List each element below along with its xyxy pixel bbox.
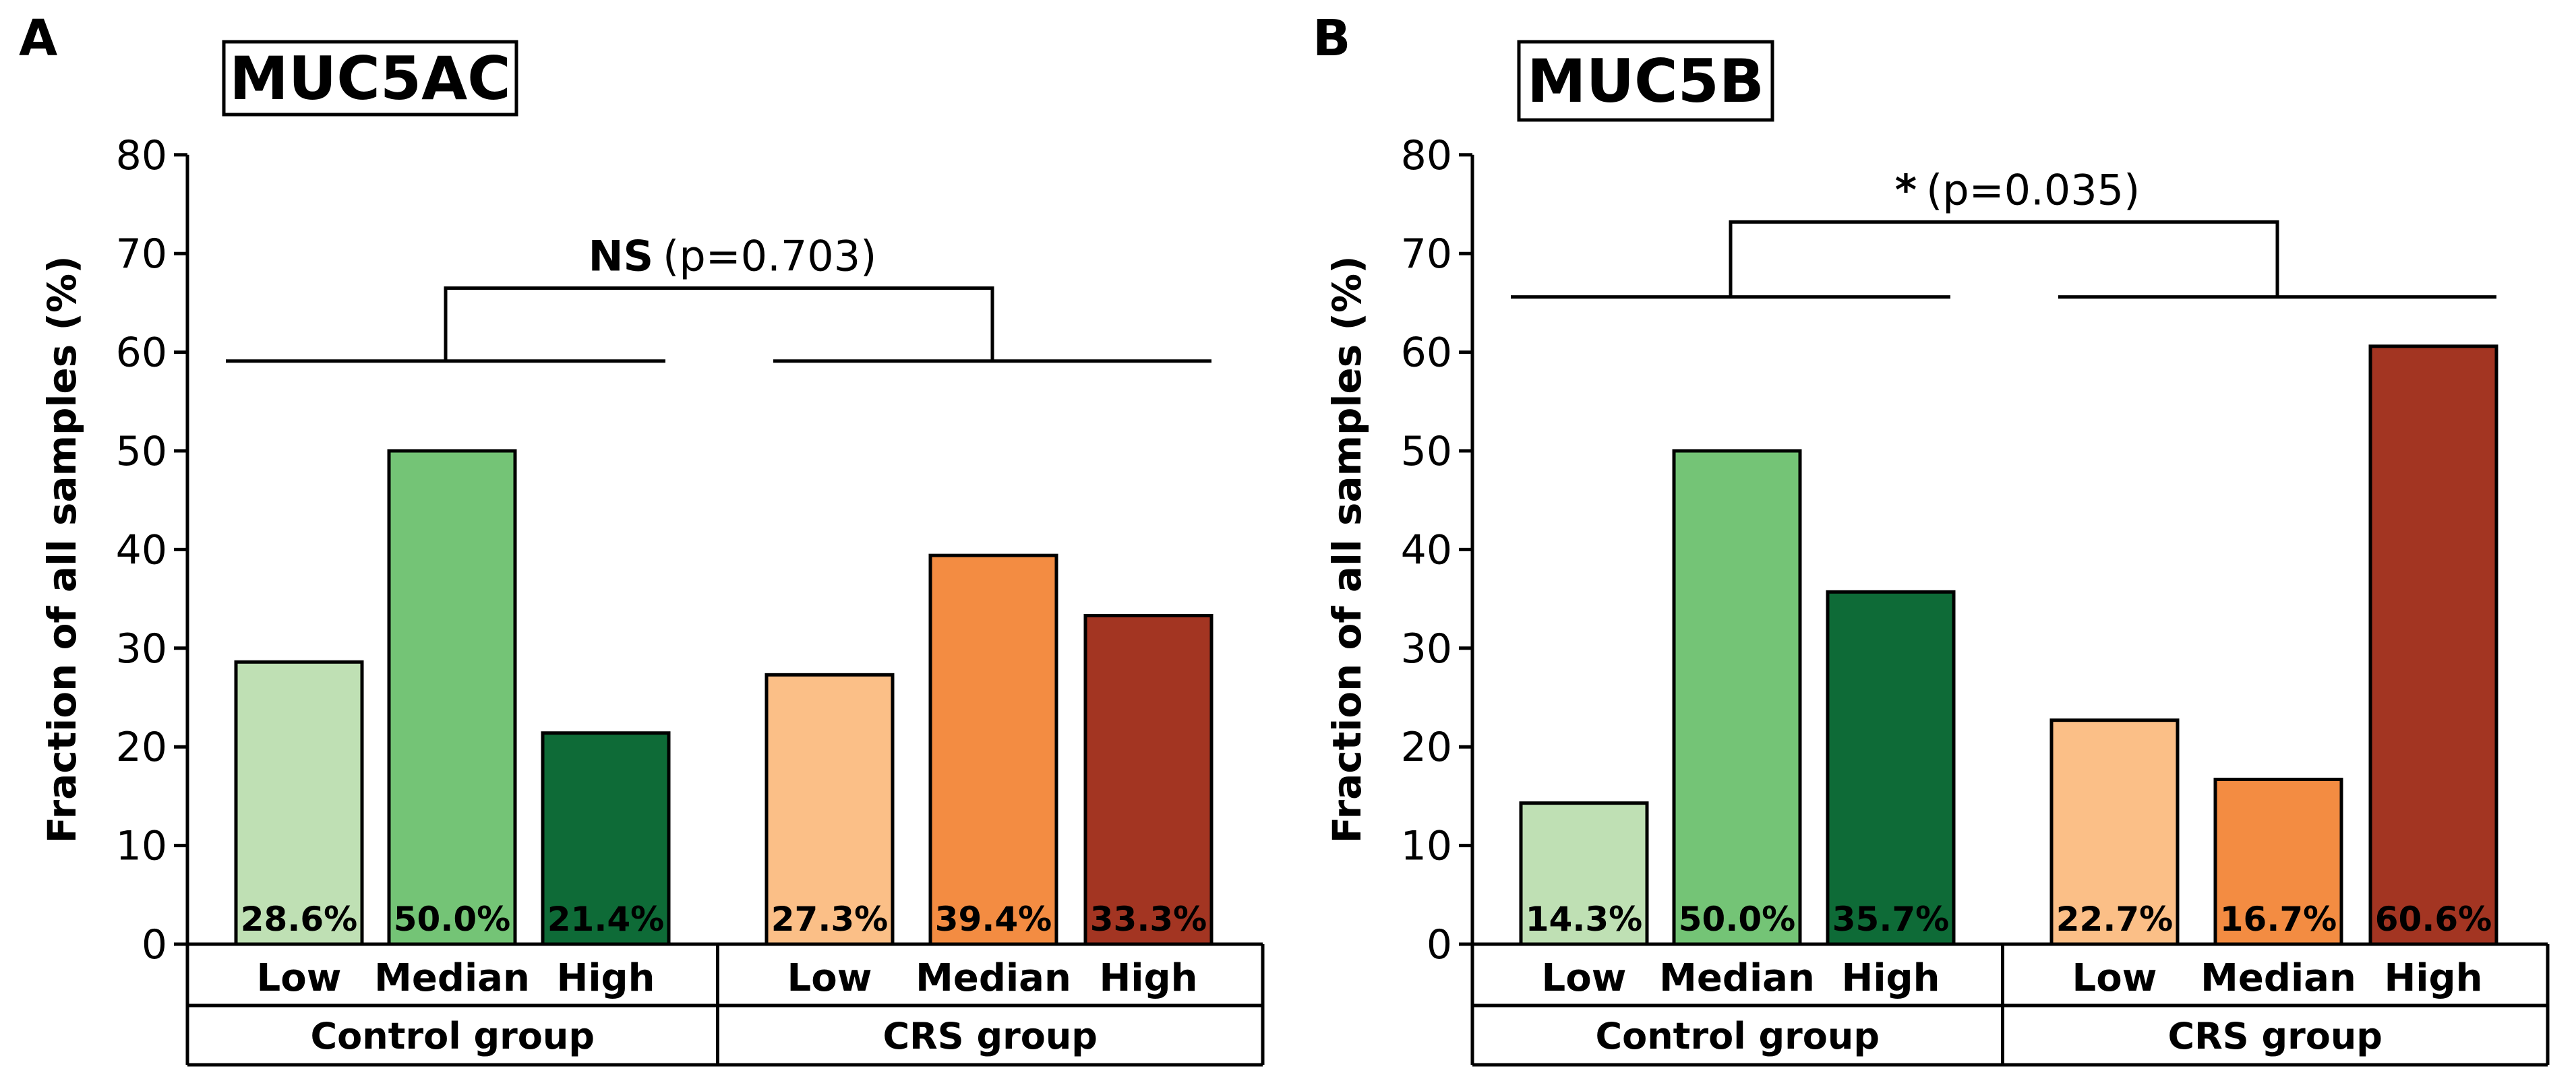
- y-tick-label: 40: [1401, 526, 1452, 574]
- group-label: CRS group: [2168, 1015, 2383, 1057]
- data-label: 16.7%: [2220, 900, 2337, 939]
- bar-crs-group-low: [765, 673, 895, 946]
- y-tick-label: 0: [1427, 921, 1452, 968]
- y-tick-label: 30: [1401, 625, 1452, 673]
- data-label: 35.7%: [1832, 900, 1949, 939]
- title-box: [1517, 40, 1774, 122]
- y-tick-label: 20: [116, 724, 167, 771]
- data-label: 27.3%: [771, 900, 888, 939]
- bar-crs-group-low: [2049, 718, 2180, 946]
- category-label: Median: [2200, 956, 2356, 1000]
- significance-bracket: [1729, 220, 2279, 297]
- significance-mark: NS: [589, 231, 654, 280]
- bar-control-group-low: [1519, 801, 1649, 946]
- bar-crs-group-median: [928, 553, 1058, 946]
- significance-label: NS (p=0.703): [589, 231, 877, 280]
- category-label: Low: [2072, 956, 2157, 1000]
- category-label: Low: [787, 956, 872, 1000]
- bar-crs-group-high: [1083, 613, 1214, 946]
- y-axis-label: Fraction of all samples (%): [1324, 255, 1370, 843]
- y-tick-label: 50: [1401, 428, 1452, 475]
- significance-p-value: (p=0.035): [1926, 165, 2140, 214]
- category-label: Low: [1542, 956, 1627, 1000]
- y-tick-label: 10: [1401, 823, 1452, 870]
- y-tick-label: 50: [116, 428, 167, 475]
- category-label: High: [1099, 956, 1197, 1000]
- y-tick-label: 70: [116, 230, 167, 278]
- y-tick-label: 80: [1401, 132, 1452, 179]
- data-label: 33.3%: [1090, 900, 1207, 939]
- category-label: Median: [916, 956, 1071, 1000]
- bar-crs-group-median: [2213, 778, 2343, 946]
- category-label: Median: [1659, 956, 1815, 1000]
- group-label: CRS group: [883, 1015, 1098, 1057]
- y-tick-label: 30: [116, 625, 167, 673]
- category-label: Median: [374, 956, 530, 1000]
- bar-control-group-median: [1672, 449, 1802, 946]
- y-axis-label: Fraction of all samples (%): [39, 255, 85, 843]
- group-label: Control group: [310, 1015, 595, 1057]
- bar-control-group-high: [541, 731, 671, 946]
- data-label: 28.6%: [241, 900, 357, 939]
- y-tick-label: 20: [1401, 724, 1452, 771]
- category-label: Low: [257, 956, 342, 1000]
- y-tick-label: 0: [142, 921, 167, 968]
- data-label: 50.0%: [394, 900, 510, 939]
- chart-panel-a: A MUC5AC Fraction of all samples (%) 0 10 20 3…: [19, 9, 1265, 1067]
- panel-letter: A: [19, 9, 57, 67]
- significance-label: * (p=0.035): [1895, 165, 2140, 214]
- data-label: 60.6%: [2375, 900, 2492, 939]
- bar-control-group-low: [234, 660, 364, 946]
- y-tick-label: 10: [116, 823, 167, 870]
- chart-panel-b: B MUC5B Fraction of all samples (%) 0 10 20 30…: [1313, 9, 2550, 1067]
- data-label: 22.7%: [2056, 900, 2173, 939]
- bar-control-group-high: [1826, 590, 1956, 946]
- data-label: 14.3%: [1526, 900, 1642, 939]
- chart-title: MUC5B: [1527, 47, 1764, 116]
- data-label: 39.4%: [935, 900, 1052, 939]
- y-tick-label: 60: [1401, 330, 1452, 377]
- y-tick-label: 70: [1401, 230, 1452, 278]
- data-label: 21.4%: [547, 900, 664, 939]
- group-label: Control group: [1595, 1015, 1880, 1057]
- bar-crs-group-high: [2368, 344, 2498, 946]
- category-label: High: [2384, 956, 2482, 1000]
- category-label: High: [1841, 956, 1940, 1000]
- title-box: [222, 40, 518, 117]
- significance-mark: *: [1895, 165, 1917, 214]
- significance-p-value: (p=0.703): [663, 231, 876, 280]
- y-tick-label: 60: [116, 330, 167, 377]
- bar-control-group-median: [387, 449, 517, 946]
- chart-title: MUC5AC: [229, 44, 511, 113]
- data-label: 50.0%: [1679, 900, 1795, 939]
- y-tick-label: 40: [116, 526, 167, 574]
- y-tick-label: 80: [116, 132, 167, 179]
- panel-letter: B: [1313, 9, 1350, 67]
- category-label: High: [556, 956, 655, 1000]
- significance-bracket: [444, 286, 994, 361]
